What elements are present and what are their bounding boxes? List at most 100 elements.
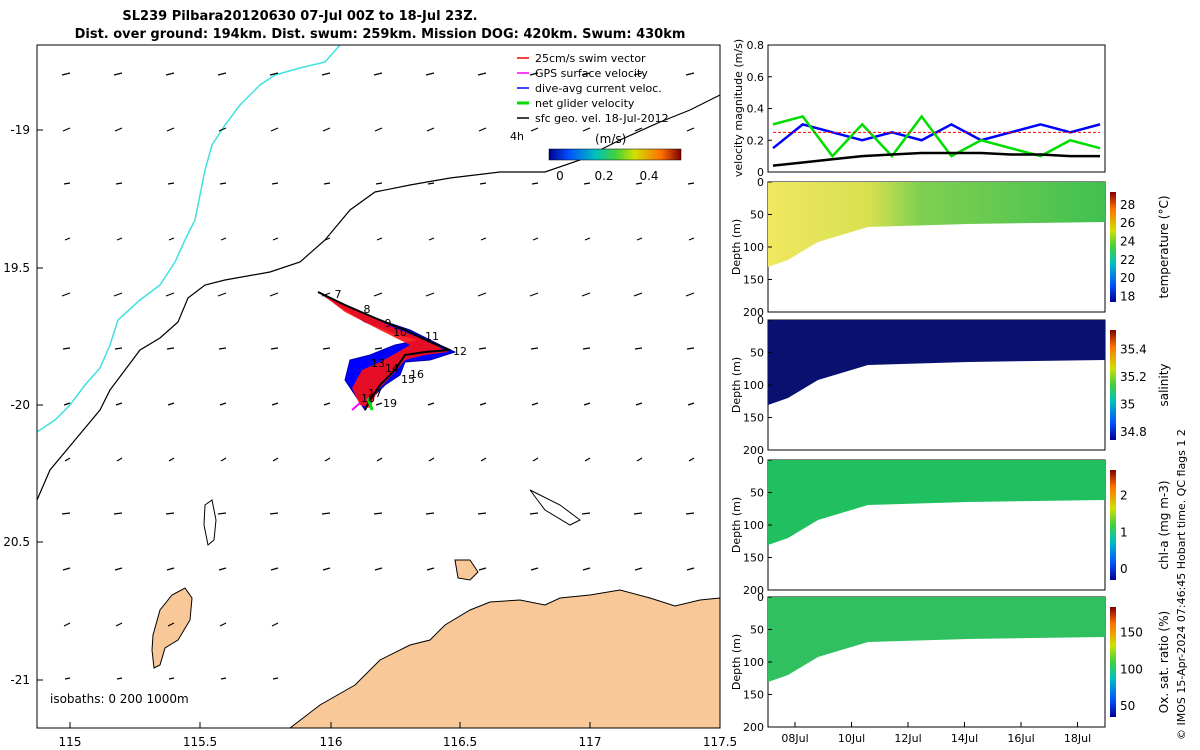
depth-tick-label: 100	[743, 519, 764, 532]
oxygen-colorbar	[1110, 607, 1116, 717]
geostrophic-vector	[116, 677, 123, 680]
time-axis-ticks: 08Jul 10Jul 12Jul 14Jul 16Jul 18Jul	[781, 722, 1091, 745]
temperature-colorbar	[1110, 192, 1116, 302]
geostrophic-vector	[583, 402, 591, 406]
geostrophic-vector	[686, 127, 695, 132]
geostrophic-vector	[220, 457, 227, 462]
map-x-tick-label: 117	[579, 735, 602, 749]
temperature-colorbar-tick: 28	[1120, 198, 1135, 212]
track-day-label: 7	[335, 288, 342, 301]
geostrophic-vector	[428, 237, 435, 241]
geostrophic-vector	[114, 127, 123, 132]
depth-tick-label: 100	[743, 379, 764, 392]
velocity-series-line	[772, 151, 1100, 167]
chla-field	[768, 460, 1105, 545]
velocity-y-ticks: 0 0.2 0.4 0.6 0.8	[747, 39, 772, 179]
speed-colorbar	[548, 148, 682, 161]
net-glider-velocity	[366, 397, 374, 411]
legend-label: net glider velocity	[535, 97, 635, 110]
velocity-y-tick-label: 0	[757, 166, 764, 179]
map-y-tick-label: 19.5	[3, 261, 30, 275]
geostrophic-vector	[479, 402, 487, 406]
geostrophic-vector	[685, 512, 695, 515]
geostrophic-vector	[219, 622, 227, 627]
geostrophic-vector	[427, 402, 435, 406]
geostrophic-vector	[115, 402, 123, 406]
temperature-colorbar-label: temperature (°C)	[1157, 196, 1171, 299]
geostrophic-vector	[115, 182, 123, 185]
depth-tick-label: 0	[757, 176, 764, 189]
time-tick-label: 16Jul	[1007, 732, 1034, 745]
chla-colorbar-tick: 0	[1120, 562, 1128, 576]
colorbar-tick-label: 0.4	[639, 169, 658, 183]
figure-title: SL239 Pilbara20120630 07-Jul 00Z to 18-J…	[122, 9, 477, 24]
geostrophic-vector	[115, 622, 123, 627]
geostrophic-vector	[270, 567, 279, 571]
oxygen-colorbar-label: Ox. sat. ratio (%)	[1157, 611, 1171, 713]
velocity-y-tick-label: 0.6	[747, 71, 765, 84]
geostrophic-vector	[685, 72, 695, 76]
glider-path	[317, 291, 451, 411]
map-x-tick-label: 117.5	[703, 735, 737, 749]
geostrophic-vector	[220, 677, 227, 680]
geostrophic-vector	[633, 292, 643, 297]
depth-tick-label: 150	[743, 552, 764, 565]
geostrophic-vector	[219, 182, 227, 185]
geostrophic-vector	[272, 237, 279, 241]
oxygen-colorbar-tick: 150	[1120, 626, 1143, 640]
geostrophic-vector	[269, 512, 279, 515]
geostrophic-vector	[425, 292, 435, 297]
isobaths-label: isobaths: 0 200 1000m	[50, 692, 189, 706]
depth-tick-label: 200	[743, 306, 764, 319]
geostrophic-vector-field	[61, 72, 695, 680]
track-day-label: 12	[453, 345, 467, 358]
depth-tick-label: 0	[757, 454, 764, 467]
geostrophic-vector	[687, 182, 695, 185]
geostrophic-vector	[532, 457, 539, 462]
oxygen-colorbar-tick: 100	[1120, 662, 1143, 676]
geostrophic-vector	[168, 237, 175, 241]
geostrophic-vector	[220, 237, 227, 241]
depth-axis-label: Depth (m)	[730, 634, 743, 690]
geostrophic-vector	[374, 567, 383, 571]
geostrophic-vector	[116, 457, 123, 462]
time-tick-label: 14Jul	[951, 732, 978, 745]
velocity-y-tick-label: 0.4	[747, 103, 765, 116]
legend-label: 25cm/s swim vector	[535, 52, 646, 65]
isobath-1000m	[37, 45, 341, 433]
track-day-label: 9	[385, 317, 392, 330]
track-day-label: 11	[425, 330, 439, 343]
speed-colorbar-ticks: 0 0.2 0.4	[556, 169, 658, 183]
geostrophic-vector	[166, 127, 175, 132]
geostrophic-vector	[63, 182, 71, 185]
chla-section: 0 50 100 150 200 Depth (m) 0 1 2 chl-a (mg m-3)	[730, 454, 1171, 597]
geostrophic-vector	[529, 72, 539, 76]
legend-label: GPS surface velocity	[535, 67, 648, 80]
temperature-colorbar-tick: 26	[1120, 216, 1135, 230]
track-day-label: 17	[368, 387, 382, 400]
island	[151, 587, 193, 669]
geostrophic-vector	[322, 127, 331, 132]
geostrophic-vector	[272, 677, 279, 680]
depth-tick-label: 100	[743, 656, 764, 669]
geostrophic-vector	[61, 512, 71, 515]
legend-label: sfc geo. vel. 18-Jul-2012	[535, 112, 669, 125]
credit-text: © IMOS 15-Apr-2024 07:46:45 Hobart time.…	[1175, 429, 1188, 740]
salinity-colorbar-tick: 35.4	[1120, 342, 1147, 356]
geostrophic-vector	[64, 677, 71, 680]
track-day-label: 15	[401, 373, 415, 386]
geostrophic-vector	[633, 512, 643, 515]
geostrophic-vector	[373, 292, 383, 297]
geostrophic-vector	[375, 402, 383, 406]
salinity-colorbar-label: salinity	[1157, 363, 1171, 406]
track-day-label: 13	[371, 357, 385, 370]
depth-tick-label: 150	[743, 412, 764, 425]
geostrophic-vector	[323, 182, 331, 185]
geostrophic-vector	[114, 347, 123, 350]
oxygen-section: 0 50 100 150 200 Depth (m) 50 100 150 Ox. sat. ra…	[730, 591, 1171, 734]
geostrophic-vector	[478, 127, 487, 132]
geostrophic-vector	[114, 567, 123, 571]
map-x-tick-label: 115	[59, 735, 82, 749]
geostrophic-vector	[530, 567, 539, 571]
geostrophic-vector	[687, 402, 695, 406]
